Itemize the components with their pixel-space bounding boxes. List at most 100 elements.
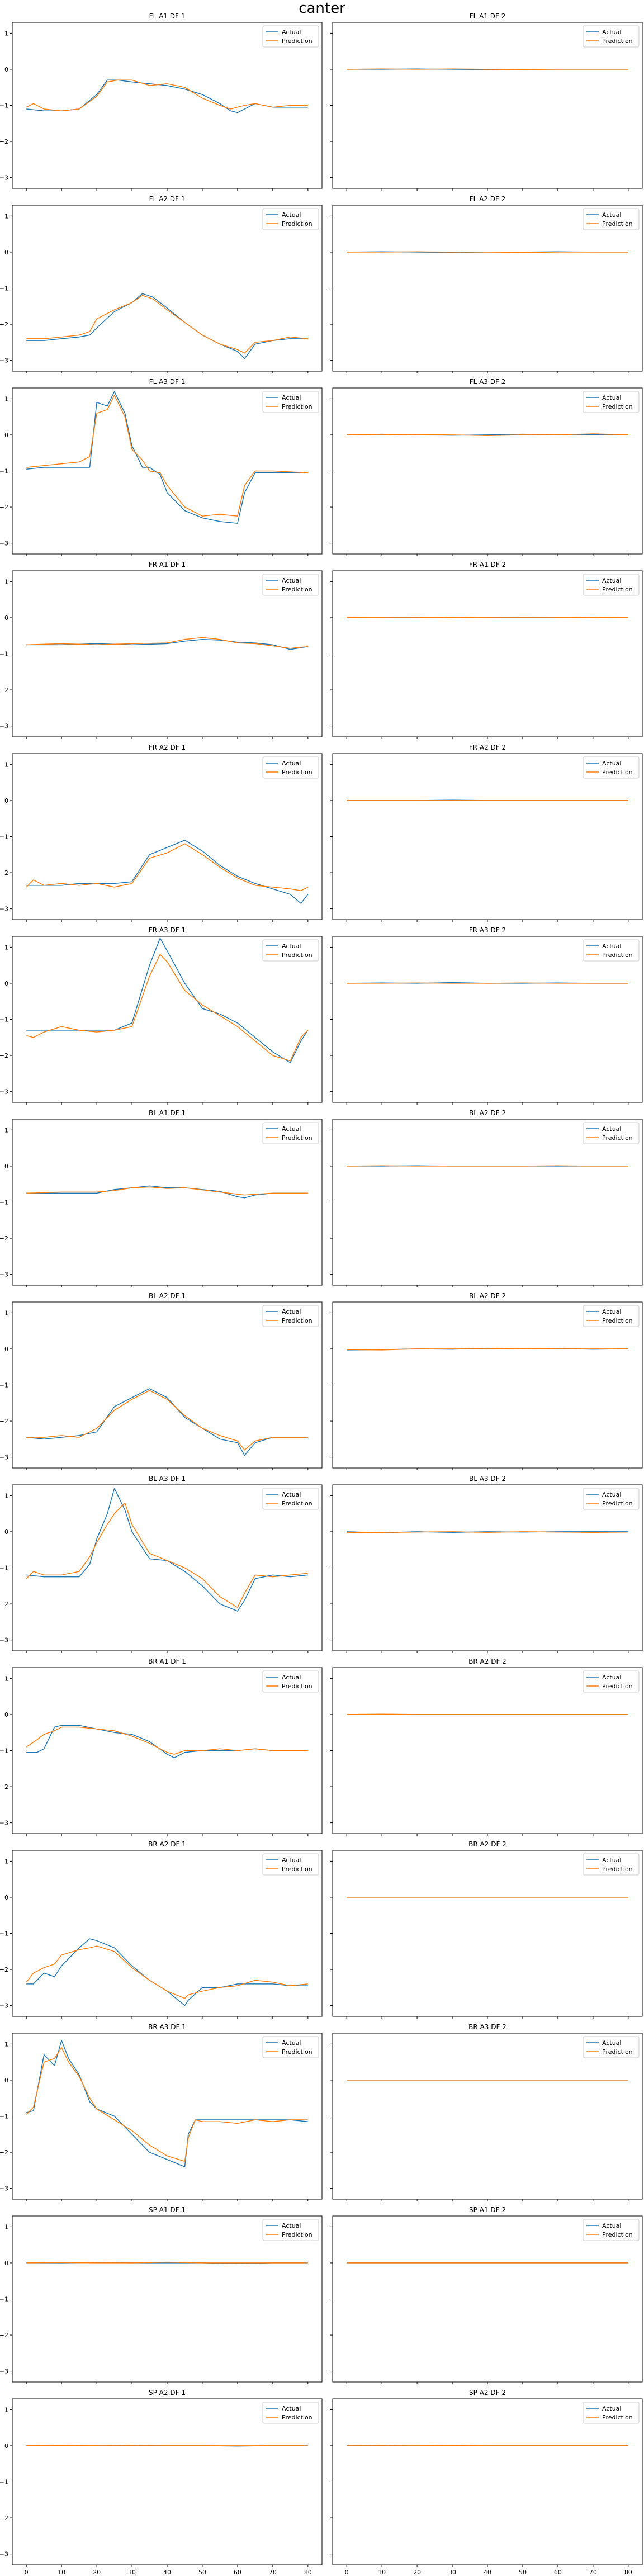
- subplot-title: FR A2 DF 1: [149, 744, 186, 751]
- legend-label-prediction: Prediction: [602, 586, 633, 593]
- legend-box: [262, 208, 319, 230]
- y-tick-label: 1: [4, 1492, 8, 1499]
- legend-label-actual: Actual: [602, 1308, 621, 1315]
- legend-label-actual: Actual: [602, 2405, 621, 2412]
- legend-label-prediction: Prediction: [282, 2414, 312, 2421]
- legend-box: [583, 1670, 640, 1693]
- prediction-series-line: [26, 295, 308, 354]
- prediction-series-line: [26, 79, 308, 111]
- legend-label-actual: Actual: [282, 760, 301, 767]
- legend-box: [262, 1122, 319, 1144]
- legend-label-prediction: Prediction: [602, 220, 633, 228]
- subplot: FR A1 DF 2 Actual Prediction: [330, 561, 643, 739]
- subplot-title: FR A2 DF 2: [469, 744, 506, 751]
- plot-frame: [12, 1301, 323, 1469]
- subplot-title: SP A2 DF 1: [149, 2389, 186, 2397]
- y-tick-label: −2: [0, 504, 8, 511]
- legend-label-prediction: Prediction: [282, 2048, 312, 2056]
- legend-label-actual: Actual: [282, 1491, 301, 1498]
- legend-label-prediction: Prediction: [282, 951, 312, 959]
- legend-label-prediction: Prediction: [602, 951, 633, 959]
- subplot-title: BR A2 DF 1: [148, 1840, 186, 1848]
- y-tick-label: 1: [4, 2040, 8, 2048]
- legend-label-prediction: Prediction: [602, 2048, 633, 2056]
- plot-frame: [12, 753, 323, 920]
- subplot: FL A3 DF 2 Actual Prediction: [330, 378, 643, 556]
- prediction-series-line: [26, 2445, 308, 2446]
- y-tick-label: −1: [0, 2479, 8, 2486]
- legend-label-actual: Actual: [602, 1125, 621, 1133]
- legend-label-prediction: Prediction: [602, 2231, 633, 2238]
- legend-label-prediction: Prediction: [602, 1865, 633, 1873]
- x-tick-label: 10: [378, 2569, 386, 2576]
- subplot: BR A2 DF 2 Actual Prediction: [330, 1658, 643, 1836]
- legend-label-actual: Actual: [282, 1857, 301, 1864]
- legend-box: [583, 391, 640, 413]
- x-tick-label: 60: [554, 2569, 562, 2576]
- y-tick-label: 1: [4, 944, 8, 951]
- subplot-title: FL A1 DF 1: [149, 12, 186, 20]
- y-tick-label: 1: [4, 1126, 8, 1134]
- y-tick-label: −3: [0, 2185, 8, 2193]
- legend-label-prediction: Prediction: [602, 1134, 633, 1142]
- y-tick-label: −1: [0, 651, 8, 658]
- legend-box: [262, 574, 319, 596]
- prediction-series-line: [26, 1945, 308, 1999]
- subplot-title: FR A1 DF 1: [149, 561, 186, 569]
- legend-label-actual: Actual: [282, 2222, 301, 2229]
- y-tick-label: 1: [4, 30, 8, 37]
- legend-label-actual: Actual: [602, 29, 621, 36]
- legend-box: [262, 939, 319, 962]
- y-tick-label: −1: [0, 834, 8, 841]
- x-tick-label: 0: [25, 2569, 29, 2576]
- plot-frame: [12, 22, 323, 189]
- legend-box: [583, 1853, 640, 1876]
- x-tick-label: 30: [448, 2569, 456, 2576]
- legend-label-prediction: Prediction: [282, 1500, 312, 1507]
- y-tick-label: −3: [0, 1271, 8, 1278]
- legend-box: [583, 2402, 640, 2424]
- legend-label-prediction: Prediction: [602, 1500, 633, 1507]
- y-tick-label: −2: [0, 1783, 8, 1791]
- prediction-series-line: [347, 2445, 628, 2446]
- subplot-title: FL A2 DF 2: [470, 195, 506, 203]
- y-tick-label: 0: [4, 797, 8, 804]
- y-tick-label: −1: [0, 468, 8, 475]
- prediction-series-line: [26, 2261, 308, 2264]
- plot-frame: [12, 2398, 323, 2565]
- y-tick-label: 1: [4, 2223, 8, 2231]
- legend-label-prediction: Prediction: [282, 1865, 312, 1873]
- legend-label-actual: Actual: [282, 211, 301, 219]
- y-tick-label: 0: [4, 66, 8, 73]
- subplot-title: FR A3 DF 2: [469, 926, 506, 934]
- y-tick-label: 1: [4, 1309, 8, 1317]
- y-tick-label: −3: [0, 2551, 8, 2558]
- legend-label-actual: Actual: [282, 1125, 301, 1133]
- y-tick-label: −3: [0, 2002, 8, 2010]
- actual-series-line: [26, 79, 308, 113]
- plot-frame: [332, 1301, 643, 1469]
- legend-label-actual: Actual: [602, 1674, 621, 1681]
- legend-box: [262, 756, 319, 779]
- legend-label-actual: Actual: [602, 760, 621, 767]
- legend-label-actual: Actual: [282, 394, 301, 401]
- y-tick-label: −1: [0, 1016, 8, 1024]
- subplot-title: BR A2 DF 2: [468, 1658, 506, 1665]
- prediction-series-line: [347, 617, 628, 618]
- y-tick-label: 1: [4, 578, 8, 585]
- subplot-title: BR A1 DF 1: [148, 1658, 186, 1665]
